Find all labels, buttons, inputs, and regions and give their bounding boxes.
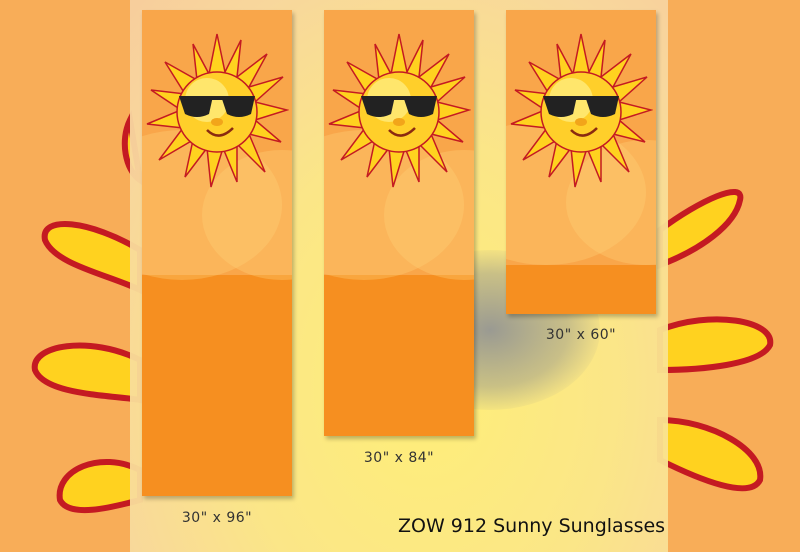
banner-size-label: 30" x 60": [545, 327, 617, 343]
product-title: ZOW 912 Sunny Sunglasses: [398, 515, 666, 537]
banner-84: [324, 10, 474, 436]
sun-with-sunglasses-icon: [509, 32, 653, 189]
banner-96: [142, 10, 292, 496]
sun-with-sunglasses-icon: [327, 32, 471, 189]
banner-60: [506, 10, 656, 314]
banner-size-label: 30" x 84": [363, 450, 435, 466]
sun-with-sunglasses-icon: [145, 32, 289, 189]
banner-size-label: 30" x 96": [181, 510, 253, 526]
